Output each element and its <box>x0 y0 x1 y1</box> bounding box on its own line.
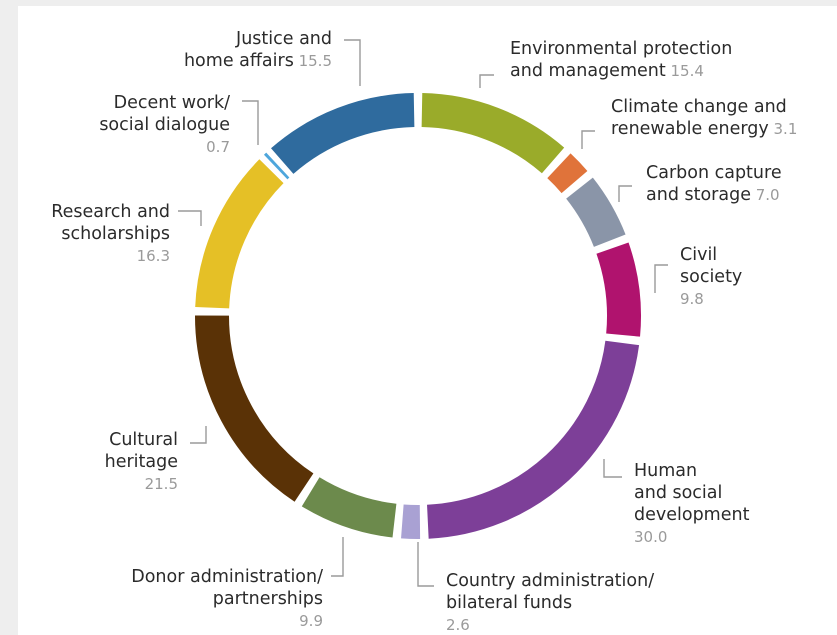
slice-value-6: 2.6 <box>446 616 470 634</box>
slice-label-line: Donor administration/ <box>131 567 323 587</box>
donut-segment-4 <box>596 242 641 337</box>
leader-line-10 <box>242 100 259 145</box>
slice-label-6: Country administration/bilateral funds 2.… <box>446 571 654 634</box>
slice-label-line: Climate change and <box>611 97 787 117</box>
slice-label-3: Carbon capture and storage 7.0 <box>646 163 782 205</box>
slice-label-7: Donor administration/partnerships 9.9 <box>131 567 323 630</box>
slice-value-1: 15.4 <box>666 62 704 80</box>
slice-label-line: development <box>634 505 750 525</box>
slice-value-4: 9.8 <box>680 290 704 308</box>
leader-line-4 <box>654 264 668 293</box>
donut-segment-10 <box>263 152 290 180</box>
leader-line-7 <box>331 537 344 577</box>
slice-value-2: 3.1 <box>769 120 798 138</box>
slice-label-line: renewable energy <box>611 119 769 139</box>
slice-label-line: social dialogue <box>99 115 230 135</box>
slice-label-line: and storage <box>646 185 751 205</box>
slice-labels: Environmental protection and management 1… <box>51 29 797 634</box>
leader-line-11 <box>344 39 361 86</box>
leader-line-8 <box>190 426 207 444</box>
donut-segment-8 <box>194 315 314 502</box>
slice-label-line: Research and <box>51 202 170 222</box>
slice-label-line: Decent work/ <box>114 93 230 113</box>
slice-label-9: Research and scholarships 16.3 <box>51 202 170 265</box>
slice-label-line: and management <box>510 61 666 81</box>
slice-label-line: Justice and <box>235 29 332 49</box>
slice-label-5: Human and social development 30.0 <box>634 461 750 546</box>
slice-label-line: scholarships <box>61 224 170 244</box>
chart-panel: Environmental protection and management 1… <box>18 6 837 635</box>
donut-segment-1 <box>421 93 565 174</box>
leader-line-5 <box>603 459 622 478</box>
donut-segment-9 <box>195 159 284 309</box>
leader-line-2 <box>581 130 595 149</box>
donut-arcs <box>194 93 641 539</box>
slice-label-2: Climate change and renewable energy 3.1 <box>611 97 797 139</box>
slice-label-line: Civil <box>680 245 717 265</box>
slice-label-line: and social <box>634 483 722 503</box>
slice-label-line: Human <box>634 461 697 481</box>
slice-label-11: Justice and home affairs 15.5 <box>184 29 332 71</box>
slice-label-line: home affairs <box>184 51 294 71</box>
slice-label-8: Cultural heritage 21.5 <box>105 430 178 493</box>
slice-label-line: heritage <box>105 452 178 472</box>
leader-line-9 <box>178 210 202 226</box>
slice-label-1: Environmental protection and management 1… <box>510 39 732 81</box>
donut-segment-3 <box>565 177 626 248</box>
donut-segment-2 <box>547 153 588 194</box>
slice-label-line: Country administration/ <box>446 571 654 591</box>
slice-value-9: 16.3 <box>137 247 170 265</box>
donut-segment-11 <box>271 93 415 175</box>
slice-value-11: 15.5 <box>294 52 332 70</box>
slice-label-line: partnerships <box>213 589 323 609</box>
slice-label-line: Environmental protection <box>510 39 732 59</box>
slice-value-7: 9.9 <box>299 612 323 630</box>
slice-label-line: Carbon capture <box>646 163 782 183</box>
donut-chart: Environmental protection and management 1… <box>51 29 797 634</box>
leader-line-1 <box>479 74 494 88</box>
slice-label-10: Decent work/social dialogue 0.7 <box>99 93 230 156</box>
slice-label-4: Civil society 9.8 <box>680 245 742 308</box>
leader-line-3 <box>618 185 632 202</box>
donut-segment-7 <box>301 477 397 538</box>
slice-label-line: Cultural <box>109 430 178 450</box>
slice-label-line: society <box>680 267 742 287</box>
slice-value-3: 7.0 <box>751 186 780 204</box>
slice-value-5: 30.0 <box>634 528 667 546</box>
slice-value-10: 0.7 <box>206 138 230 156</box>
slice-value-8: 21.5 <box>145 475 178 493</box>
donut-segment-5 <box>426 340 640 539</box>
donut-segment-6 <box>401 504 421 539</box>
leader-line-6 <box>417 542 434 587</box>
slice-label-line: bilateral funds <box>446 593 572 613</box>
leader-lines <box>178 39 668 587</box>
